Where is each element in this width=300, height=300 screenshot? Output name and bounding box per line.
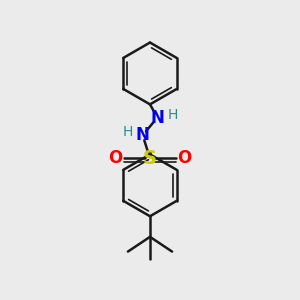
Text: N: N bbox=[150, 109, 164, 127]
Text: O: O bbox=[177, 149, 192, 167]
Text: H: H bbox=[167, 108, 178, 122]
Text: O: O bbox=[108, 149, 123, 167]
Text: N: N bbox=[136, 126, 150, 144]
Text: S: S bbox=[143, 149, 157, 168]
Text: H: H bbox=[122, 125, 133, 139]
